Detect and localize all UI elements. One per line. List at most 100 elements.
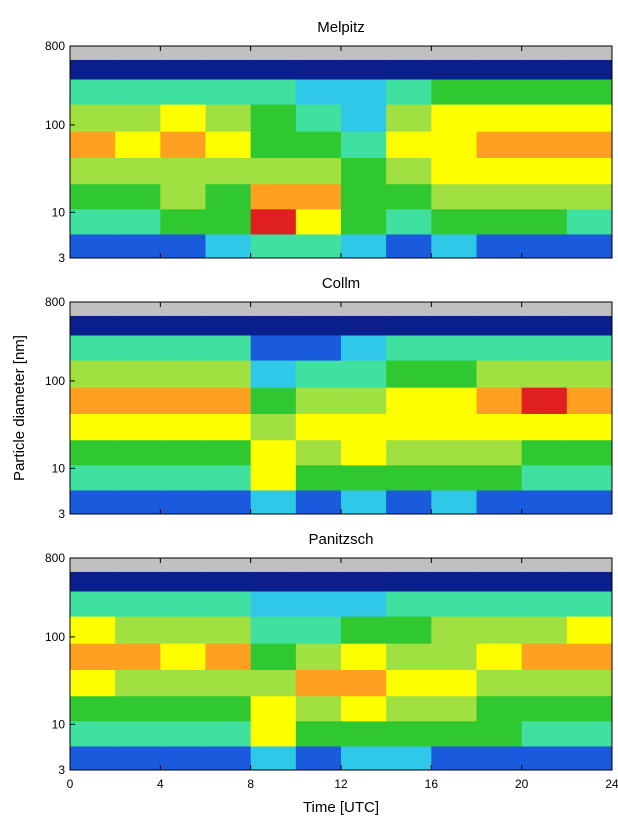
contour-cell <box>521 590 568 617</box>
contour-cell <box>341 489 387 514</box>
contour-cell <box>476 720 523 747</box>
contour-cell <box>250 489 297 514</box>
contour-cell <box>160 59 206 80</box>
contour-cell <box>250 695 297 722</box>
contour-cell <box>521 104 568 132</box>
contour-cell <box>476 387 523 414</box>
contour-cell <box>386 78 432 105</box>
contour-cell <box>250 183 297 210</box>
contour-cell <box>70 302 116 316</box>
contour-cell <box>70 104 116 132</box>
plot-area <box>70 46 612 258</box>
contour-cell <box>431 616 477 644</box>
contour-cell <box>386 233 432 258</box>
contour-cell <box>431 590 477 617</box>
contour-cell <box>70 78 116 105</box>
contour-cell <box>70 315 116 336</box>
contour-cell <box>250 745 297 770</box>
x-tick-label: 16 <box>425 777 439 791</box>
contour-cell <box>431 157 477 185</box>
contour-cell <box>205 157 252 185</box>
contour-cell <box>205 59 252 80</box>
x-tick-label: 8 <box>247 777 254 791</box>
contour-cell <box>431 695 477 722</box>
contour-cell <box>295 669 342 697</box>
contour-cell <box>566 334 612 361</box>
contour-cell <box>566 157 612 185</box>
contour-cell <box>431 643 477 670</box>
contour-cell <box>431 46 477 60</box>
contour-cell <box>160 360 206 388</box>
contour-cell <box>70 720 116 747</box>
contour-cell <box>341 131 387 158</box>
contour-cell <box>521 59 568 80</box>
contour-cell <box>476 439 523 466</box>
contour-cell <box>476 315 523 336</box>
plot-area <box>70 558 612 770</box>
x-tick-label: 20 <box>515 777 529 791</box>
contour-cell <box>386 315 432 336</box>
contour-cell <box>295 695 342 722</box>
contour-cell <box>250 315 297 336</box>
contour-cell <box>386 59 432 80</box>
contour-cell <box>476 183 523 210</box>
contour-cell <box>115 464 161 491</box>
contour-cell <box>341 669 387 697</box>
contour-cell <box>341 745 387 770</box>
contour-cell <box>386 745 432 770</box>
contour-cell <box>250 302 297 316</box>
contour-cell <box>386 413 432 441</box>
contour-cell <box>476 413 523 441</box>
contour-cell <box>70 157 116 185</box>
contour-cell <box>115 616 161 644</box>
contour-cell <box>70 233 116 258</box>
contour-cell <box>386 387 432 414</box>
contour-cell <box>521 669 568 697</box>
contour-cell <box>431 208 477 235</box>
contour-cell <box>566 439 612 466</box>
contour-cell <box>521 745 568 770</box>
y-axis-label: Particle diameter [nm] <box>11 335 28 481</box>
contour-cell <box>295 413 342 441</box>
contour-cell <box>160 208 206 235</box>
contour-cell <box>70 745 116 770</box>
contour-cell <box>205 46 252 60</box>
contour-cell <box>250 157 297 185</box>
contour-cell <box>115 413 161 441</box>
contour-cell <box>295 571 342 592</box>
contour-cell <box>115 334 161 361</box>
contour-cell <box>115 720 161 747</box>
contour-cell <box>295 315 342 336</box>
contour-cell <box>341 720 387 747</box>
contour-cell <box>160 643 206 670</box>
contour-cell <box>386 183 432 210</box>
contour-cell <box>115 669 161 697</box>
contour-cell <box>341 208 387 235</box>
contour-cell <box>205 643 252 670</box>
contour-cell <box>521 334 568 361</box>
contour-cell <box>566 233 612 258</box>
contour-cell <box>250 334 297 361</box>
contour-cell <box>341 413 387 441</box>
contour-cell <box>341 78 387 105</box>
contour-cell <box>295 720 342 747</box>
contour-cell <box>295 104 342 132</box>
contour-cell <box>160 720 206 747</box>
contour-cell <box>476 302 523 316</box>
contour-cell <box>70 558 116 572</box>
contour-cell <box>431 131 477 158</box>
contour-cell <box>521 413 568 441</box>
contour-cell <box>70 571 116 592</box>
contour-cell <box>205 208 252 235</box>
contour-cell <box>476 233 523 258</box>
contour-cell <box>566 643 612 670</box>
contour-cell <box>386 669 432 697</box>
contour-cell <box>521 439 568 466</box>
contour-cell <box>250 360 297 388</box>
contour-cell <box>521 720 568 747</box>
contour-cell <box>115 104 161 132</box>
contour-cell <box>566 131 612 158</box>
contour-cell <box>250 78 297 105</box>
panel-title: Melpitz <box>317 19 365 36</box>
